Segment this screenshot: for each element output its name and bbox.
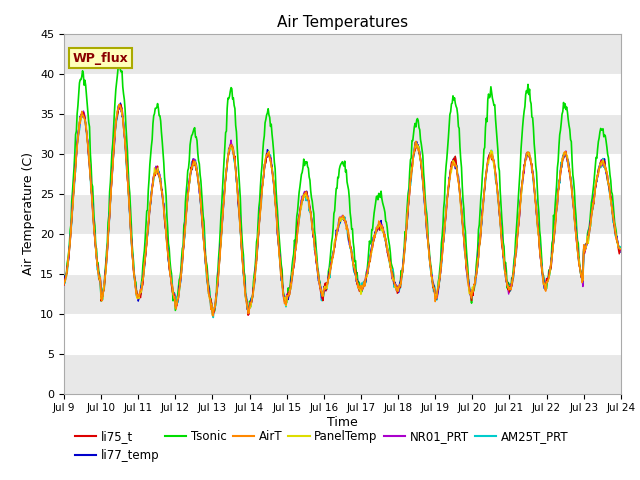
Bar [64,193,621,234]
Bar [64,274,621,313]
Bar [64,73,621,114]
Legend: li75_t, li77_temp, Tsonic, AirT, PanelTemp, NR01_PRT, AM25T_PRT: li75_t, li77_temp, Tsonic, AirT, PanelTe… [70,426,573,467]
Text: WP_flux: WP_flux [72,51,128,65]
Title: Air Temperatures: Air Temperatures [277,15,408,30]
Bar [64,313,621,354]
Bar [64,234,621,274]
X-axis label: Time: Time [327,416,358,429]
Bar [64,34,621,73]
Y-axis label: Air Temperature (C): Air Temperature (C) [22,152,35,275]
Bar [64,354,621,394]
Bar [64,114,621,154]
Bar [64,154,621,193]
